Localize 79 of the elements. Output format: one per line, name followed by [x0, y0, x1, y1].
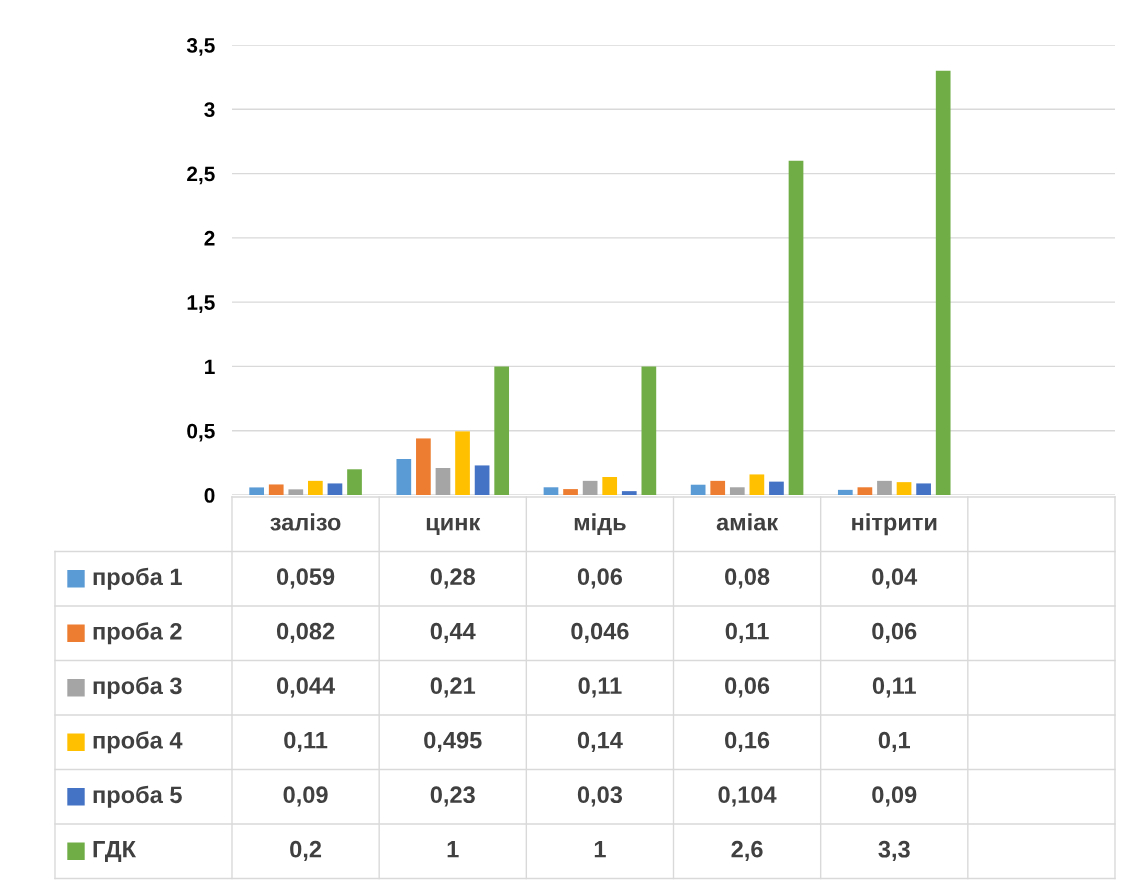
bar	[308, 480, 323, 495]
data-label: 0,2	[290, 840, 322, 862]
bar	[896, 482, 912, 495]
data-label: 1	[594, 841, 606, 858]
legend-label: ГДК	[93, 841, 137, 863]
y-tick-label: 2	[204, 230, 215, 246]
data-label: 0,44	[430, 622, 476, 644]
data-label: 2,6	[731, 840, 763, 862]
data-label: 0,06	[725, 677, 770, 698]
x-tick-label: цинк	[426, 517, 481, 536]
bar	[749, 474, 765, 495]
y-tick-label: 2,5	[187, 166, 215, 185]
bar	[327, 483, 343, 495]
data-label: 0,14	[577, 731, 623, 753]
bar	[416, 438, 431, 495]
bar	[710, 480, 726, 495]
data-label: 3,3	[878, 840, 910, 862]
bar	[690, 484, 706, 495]
x-tick-label: мідь	[574, 513, 626, 536]
legend-label: проба 1	[93, 567, 182, 590]
bar	[602, 477, 618, 495]
data-label: 0,09	[283, 786, 328, 807]
bar	[474, 465, 490, 495]
bar	[788, 160, 804, 495]
data-label: 0,11	[578, 677, 622, 698]
bar	[455, 431, 470, 495]
data-label: 0,082	[276, 622, 335, 644]
bar	[935, 70, 951, 495]
y-tick-label: 1	[205, 359, 215, 374]
data-label: 0,11	[872, 677, 916, 698]
bar	[857, 487, 873, 495]
y-tick-label: 0,5	[187, 423, 215, 442]
data-label: 0,044	[276, 677, 335, 698]
y-tick-label: 0	[204, 488, 215, 503]
data-label: 0,16	[725, 731, 770, 753]
legend-label: проба 3	[93, 676, 182, 699]
bar	[877, 480, 892, 495]
x-tick-label: залізо	[270, 513, 341, 531]
y-tick-label: 1,5	[187, 295, 215, 313]
data-label: 0,08	[725, 568, 770, 589]
bar	[435, 468, 451, 495]
data-label: 0,09	[872, 786, 917, 807]
data-label: 0,11	[725, 622, 769, 644]
bar	[249, 487, 265, 495]
legend-label: проба 2	[93, 622, 182, 645]
bar	[563, 489, 578, 495]
data-label: 0,046	[571, 622, 629, 644]
bar	[396, 459, 412, 495]
bar	[641, 366, 657, 495]
data-label: 0,23	[430, 786, 475, 807]
data-label: 0,04	[872, 568, 918, 589]
data-label: 1	[447, 841, 459, 858]
bar	[543, 487, 559, 495]
legend-label: проба 4	[93, 731, 183, 754]
data-label: 0,03	[577, 786, 623, 807]
data-label: 0,1	[878, 731, 910, 753]
data-label: 0,059	[276, 568, 335, 589]
x-tick-label: аміак	[716, 513, 779, 531]
y-tick-label: 3,5	[186, 38, 215, 56]
bar	[916, 483, 931, 495]
y-tick-label: 3	[204, 102, 215, 118]
data-label: 0,06	[872, 622, 917, 644]
data-label: 0,21	[430, 677, 476, 698]
data-label: 0,495	[424, 731, 482, 753]
data-label: 0,28	[430, 568, 475, 589]
bar	[769, 481, 784, 495]
data-label: 0,06	[577, 568, 623, 589]
data-label: 0,11	[284, 731, 328, 753]
legend-label: проба 5	[93, 785, 182, 808]
x-tick-label: нітрити	[852, 513, 937, 536]
bar	[729, 487, 745, 495]
bar	[837, 489, 853, 495]
bar	[621, 491, 637, 495]
bar	[347, 469, 362, 495]
bar	[582, 480, 598, 495]
bar	[288, 489, 304, 495]
bar	[268, 484, 284, 495]
bar	[494, 366, 510, 495]
data-label: 0,104	[718, 786, 777, 807]
